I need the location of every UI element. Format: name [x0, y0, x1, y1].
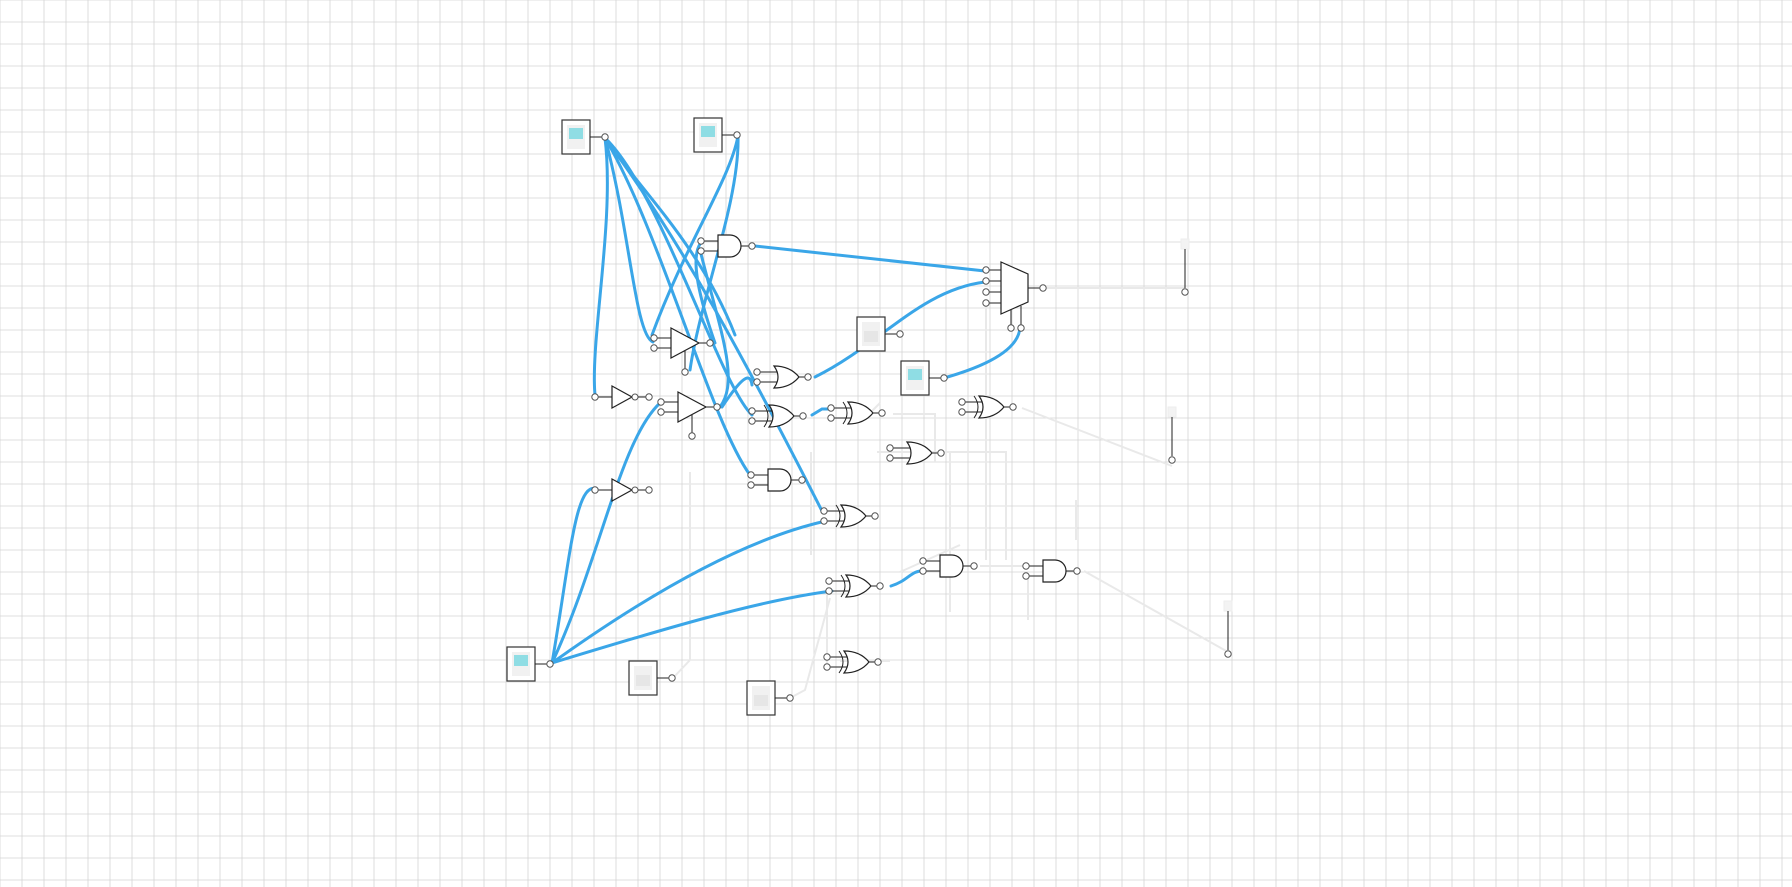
multiplexer-gate-mux1[interactable] — [982, 261, 1047, 332]
output-pin — [786, 694, 794, 702]
and-gate-and3[interactable] — [919, 554, 978, 578]
output-pin — [601, 133, 609, 141]
tristate-buffer-gate-tbuf1[interactable] — [650, 326, 714, 376]
output-pin — [668, 674, 676, 682]
toggle-switch-s4[interactable] — [900, 360, 948, 396]
toggle-switch-s5[interactable] — [506, 646, 554, 682]
and-gate-and4[interactable] — [1022, 559, 1081, 583]
toggle-switch-s3[interactable] — [856, 316, 904, 352]
xor-gate-xor5[interactable] — [825, 574, 884, 598]
not-gate-not1[interactable] — [591, 384, 653, 410]
or-gate-or2[interactable] — [886, 441, 945, 465]
xor-gate-xor1[interactable] — [748, 404, 807, 428]
tristate-buffer-gate-tbuf2[interactable] — [657, 390, 721, 440]
xor-gate-xor4[interactable] — [820, 504, 879, 528]
output-pin — [733, 131, 741, 139]
xor-gate-xor3[interactable] — [958, 395, 1017, 419]
not-gate-not2[interactable] — [591, 477, 653, 503]
output-led-led1[interactable] — [1180, 238, 1190, 296]
output-pin — [546, 660, 554, 668]
toggle-switch-s2[interactable] — [693, 117, 741, 153]
output-led-led3[interactable] — [1223, 600, 1233, 658]
toggle-switch-s1[interactable] — [561, 119, 609, 155]
toggle-switch-s7[interactable] — [746, 680, 794, 716]
and-gate-and1[interactable] — [697, 234, 756, 258]
logic-gates — [591, 234, 1081, 674]
output-pin — [940, 374, 948, 382]
input-switches — [506, 117, 948, 716]
output-led-led2[interactable] — [1167, 406, 1177, 464]
and-gate-and2[interactable] — [747, 468, 806, 492]
toggle-switch-s6[interactable] — [628, 660, 676, 696]
or-gate-or1[interactable] — [753, 365, 812, 389]
output-probes — [1167, 238, 1233, 658]
xor-gate-xor6[interactable] — [823, 650, 882, 674]
output-pin — [896, 330, 904, 338]
inactive-wires — [672, 287, 1229, 699]
xor-gate-xor2[interactable] — [827, 401, 886, 425]
